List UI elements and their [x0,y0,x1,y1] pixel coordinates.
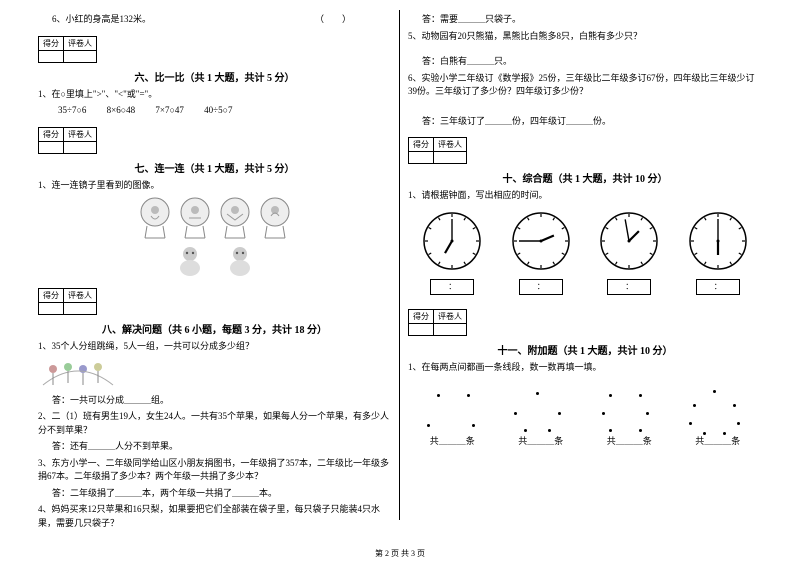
time-input-box: ： [696,279,740,295]
dot-group-label: 共＿＿＿条 [417,434,487,447]
clock-icon [422,211,482,271]
score-cell-pjr: 评卷人 [64,36,97,50]
comp-1: 35÷7○6 [58,105,86,115]
sec8-a6: 答：三年级订了＿＿＿份，四年级订＿＿＿份。 [408,115,762,129]
mirror-images-top [38,196,391,240]
clock-icon [511,211,571,271]
sec10-q1: 1、请根据钟面，写出相应的时间。 [408,189,762,203]
score-cell-defen: 得分 [39,36,64,50]
dot-group: 共＿＿＿条 [417,384,487,447]
mirror-images-bottom [38,244,391,278]
right-column: 答：需要＿＿＿只袋子。 5、动物园有20只熊猫，黑熊比白熊多8只，白熊有多少只？… [400,10,770,520]
time-input-box: ： [519,279,563,295]
section-8-title: 八、解决问题（共 6 小题，每题 3 分，共计 18 分） [38,321,391,336]
mirror-icon [137,196,173,240]
comp-4: 40÷5○7 [204,105,232,115]
section-6-title: 六、比一比（共 1 大题，共计 5 分） [38,69,391,84]
section-11-title: 十一、附加题（共 1 大题，共计 10 分） [408,342,762,357]
clock-item: ： [599,211,659,295]
character-icon [218,244,262,278]
sec8-q4: 4、妈妈买来12只苹果和16只梨，如果要把它们全部装在袋子里，每只袋子只能装4只… [38,503,391,530]
clocks-row: ： ： ： ： [408,211,762,295]
page-container: 6、小红的身高是132米。 （ ） 得分 评卷人 六、比一比（共 1 大题，共计… [0,0,800,540]
dots-row: 共＿＿＿条 共＿＿＿条 共＿＿＿条 共＿＿＿条 [408,384,762,447]
score-cell-pjr: 评卷人 [64,289,97,303]
sec8-a1: 答：一共可以分成＿＿＿组。 [38,394,391,408]
score-box-10: 得分 评卷人 [408,137,467,164]
clock-icon [688,211,748,271]
character-icon [168,244,212,278]
time-input-box: ： [430,279,474,295]
page-footer: 第 2 页 共 3 页 [0,548,800,559]
sec8-q3: 3、东方小学一、二年级同学给山区小朋友捐图书，一年级捐了357本，二年级比一年级… [38,457,391,484]
sec8-q5: 5、动物园有20只熊猫，黑熊比白熊多8只，白熊有多少只？ [408,30,762,44]
score-cell-pjr: 评卷人 [434,309,467,323]
section-10-title: 十、综合题（共 1 大题，共计 10 分） [408,170,762,185]
comp-3: 7×7○47 [155,105,184,115]
dot-group-label: 共＿＿＿条 [683,434,753,447]
sec8-q6: 6、实验小学二年级订《数学报》25份，三年级比二年级多订67份，四年级比三年级少… [408,72,762,99]
sec7-q1: 1、连一连镜子里看到的图像。 [38,179,391,193]
sec8-q2: 2、二（1）班有男生19人，女生24人。一共有35个苹果，如果每人分一个苹果，有… [38,410,391,437]
score-cell-defen: 得分 [409,309,434,323]
section-7-title: 七、连一连（共 1 大题，共计 5 分） [38,160,391,175]
q6-xiaohong: 6、小红的身高是132米。 （ ） [38,13,391,27]
comp-2: 8×6○48 [107,105,136,115]
sec8-a4: 答：需要＿＿＿只袋子。 [408,13,762,27]
time-input-box: ： [607,279,651,295]
score-cell-pjr: 评卷人 [434,138,467,152]
sec8-a2: 答：还有＿＿＿人分不到苹果。 [38,440,391,454]
mirror-icon [217,196,253,240]
score-box-11: 得分 评卷人 [408,309,467,336]
dot-group: 共＿＿＿条 [683,384,753,447]
score-cell-defen: 得分 [39,289,64,303]
sec6-items: 35÷7○6 8×6○48 7×7○47 40÷5○7 [38,104,391,118]
dot-group: 共＿＿＿条 [594,384,664,447]
q6-text: 6、小红的身高是132米。 [52,14,151,24]
clock-item: ： [511,211,571,295]
score-box-8: 得分 评卷人 [38,288,97,315]
sec6-q1: 1、在○里填上">"、"<"或"="。 [38,88,391,102]
sec8-a5: 答：白熊有＿＿＿只。 [408,55,762,69]
score-cell-defen: 得分 [39,127,64,141]
score-cell-pjr: 评卷人 [64,127,97,141]
score-box-7: 得分 评卷人 [38,127,97,154]
dot-group-label: 共＿＿＿条 [506,434,576,447]
mirror-icon [257,196,293,240]
score-box-6: 得分 评卷人 [38,36,97,63]
sec8-q1: 1、35个人分组跳绳，5人一组，一共可以分成多少组？ [38,340,391,354]
dot-group-label: 共＿＿＿条 [594,434,664,447]
score-cell-defen: 得分 [409,138,434,152]
dot-group: 共＿＿＿条 [506,384,576,447]
clock-item: ： [422,211,482,295]
left-column: 6、小红的身高是132米。 （ ） 得分 评卷人 六、比一比（共 1 大题，共计… [30,10,400,520]
mirror-icon [177,196,213,240]
clock-item: ： [688,211,748,295]
sec8-a3: 答：二年级捐了＿＿＿本，两个年级一共捐了＿＿＿本。 [38,487,391,501]
jump-rope-img [38,357,391,391]
clock-icon [599,211,659,271]
sec11-q1: 1、在每两点间都画一条线段，数一数再填一填。 [408,361,762,375]
paren-blank: （ ） [315,13,351,27]
